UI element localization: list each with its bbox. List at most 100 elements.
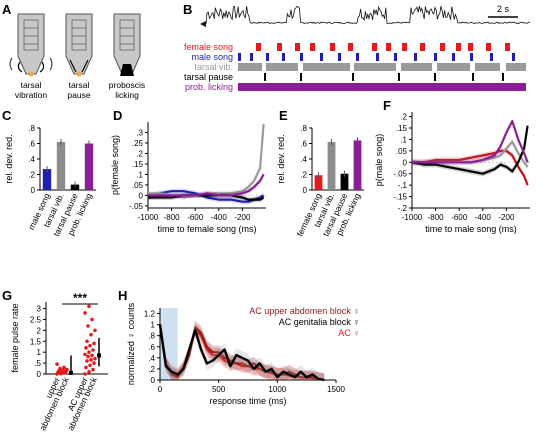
x-tick-label: -800 (428, 213, 445, 222)
y-axis-label: rel. dev. red. (4, 134, 14, 183)
track-label: tarsal vib. (194, 62, 233, 72)
track-event (434, 53, 437, 61)
behavior-label: vibration (15, 90, 47, 100)
bar (327, 141, 336, 190)
y-tick-label: 0 (31, 186, 36, 195)
track-event (238, 53, 241, 61)
y-tick-label: .15 (132, 160, 144, 169)
data-point (58, 366, 62, 371)
track-event (505, 43, 510, 51)
data-point (88, 363, 92, 368)
track-label: male song (191, 52, 233, 62)
data-point (55, 362, 59, 366)
track-event (437, 63, 470, 71)
y-tick-label: .2 (300, 171, 307, 180)
track-event (502, 73, 504, 81)
data-point (88, 343, 92, 348)
track-event (238, 83, 526, 91)
panel-letter-f: F (383, 98, 391, 113)
x-tick-label: -200 (498, 213, 515, 222)
y-tick-label: .2 (28, 171, 35, 180)
chart-f-line: -.2 -.15 -.1 -.05 0 .05 .1 .15 .2 -1000 -800 -600 -4… (374, 112, 530, 234)
series-line (411, 125, 529, 175)
y-axis-label: normalized ♀ counts (126, 302, 136, 385)
x-tick-label: -200 (234, 213, 251, 222)
data-point (92, 361, 96, 365)
x-tick-label: 1500 (327, 385, 345, 394)
track-event (320, 53, 323, 61)
series-band (412, 122, 528, 177)
track-event (266, 53, 269, 61)
track-event (420, 43, 425, 51)
series-line (148, 173, 265, 197)
track-event (512, 53, 515, 61)
y-tick-label: .05 (396, 147, 408, 156)
bar (56, 141, 66, 190)
track-event (398, 73, 400, 81)
y-tick-label: .4 (148, 354, 155, 363)
track-event (470, 53, 473, 61)
track-event (376, 53, 379, 61)
track-event (440, 43, 445, 51)
x-axis-label: response time (ms) (209, 396, 286, 406)
y-tick-label: 0 (37, 370, 42, 379)
track-event (330, 43, 335, 51)
y-tick-label: 0 (151, 376, 156, 385)
data-point (83, 311, 87, 315)
chart-d-line: -.05 0.05 .1.15 .2.25 .3 -1000 -800 -600 -400 -20… (110, 121, 266, 234)
track-event (490, 53, 493, 61)
scalebar-label: 2 s (497, 4, 510, 14)
data-point (89, 358, 93, 362)
y-tick-label: 0 (139, 191, 144, 200)
legend-entry: AC genitalia block ♀ (279, 317, 360, 327)
x-tick-label: -1000 (138, 213, 159, 222)
track-event (250, 53, 253, 61)
data-point (84, 365, 88, 370)
series-band (412, 118, 528, 166)
behavior-label: tarsal (69, 80, 90, 90)
track-event (434, 73, 436, 81)
x-tick-label: -600 (187, 213, 204, 222)
y-tick-label: .6 (28, 140, 35, 149)
track-event (277, 43, 282, 51)
track-event (475, 63, 500, 71)
panel-letter-d: D (113, 108, 122, 123)
y-tick-label: .05 (132, 181, 144, 190)
track-event (354, 63, 396, 71)
series-line (412, 119, 529, 164)
x-axis-label: time to male song (ms) (425, 224, 517, 234)
y-tick-label: .4 (28, 155, 35, 164)
fly-tarsal-vibration-drawing (9, 13, 53, 77)
y-tick-label: .1 (400, 135, 407, 144)
data-point (83, 352, 87, 357)
behavior-label: pause (67, 90, 90, 100)
bar (84, 143, 94, 190)
median-marker (97, 353, 101, 358)
y-tick-label: 1 (151, 321, 156, 330)
track-event (506, 63, 526, 71)
data-point (87, 350, 91, 354)
y-tick-label: .8 (28, 124, 35, 133)
y-tick-label: -.15 (393, 193, 407, 202)
track-event (266, 63, 298, 71)
behavior-labels: tarsalvibrationtarsalpauseproboscislicki… (15, 80, 145, 100)
fly-tarsal-pause-drawing (65, 13, 93, 77)
y-tick-label: -.2 (398, 204, 408, 213)
y-tick-label: .3 (136, 128, 143, 137)
significance-stars: *** (73, 291, 87, 305)
panel-letter-h: H (118, 288, 127, 303)
y-tick-label: .5 (34, 359, 41, 368)
y-tick-label: .2 (136, 149, 143, 158)
behavior-label: licking (115, 90, 139, 100)
y-tick-label: .2 (400, 113, 407, 122)
legend-entry: AC upper abdomen block ♀ (249, 306, 360, 316)
track-event (338, 53, 341, 61)
y-tick-label: 3 (37, 305, 42, 314)
data-point (91, 348, 95, 352)
chart-h-line: 0 .2 .4 .6 .8 1 1.2 0 500 1000 1500 AC upper abdome… (126, 302, 360, 406)
